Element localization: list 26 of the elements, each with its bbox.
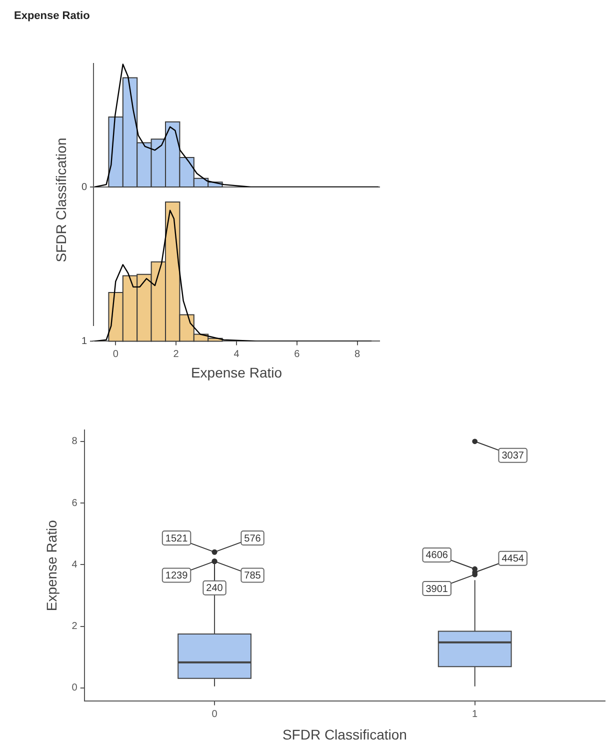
- chart-title: Expense Ratio: [14, 10, 90, 22]
- x-axis-title: Expense Ratio: [190, 364, 282, 380]
- x-tick-label: 4: [234, 348, 240, 360]
- y-axis-title: SFDR Classification: [53, 136, 70, 264]
- annotation: 240: [206, 583, 224, 594]
- y-tick-label: 6: [72, 498, 78, 509]
- x-tick-label: 8: [354, 348, 361, 360]
- x-tick-label: 2: [173, 348, 180, 360]
- y-tick-label: 0: [72, 682, 78, 694]
- annotation: 1239: [165, 570, 188, 582]
- y-axis-title: Expense Ratio: [43, 520, 60, 612]
- x-tick-label: 6: [294, 348, 300, 360]
- text: 1: [81, 336, 88, 347]
- annotation: 3901: [426, 584, 448, 595]
- annotation: 4454: [502, 554, 524, 565]
- x-axis-title: SFDR Classification: [282, 726, 407, 742]
- y-tick-label: 2: [72, 621, 78, 632]
- annotation: 3037: [502, 450, 524, 462]
- annotation: 785: [244, 570, 262, 582]
- text: 0: [81, 182, 88, 193]
- y-tick-label: 4: [72, 559, 78, 570]
- x-tick-label: 0: [112, 348, 119, 360]
- annotation: 576: [244, 533, 262, 544]
- annotation: 4606: [426, 550, 448, 562]
- y-tick-label: 8: [72, 436, 78, 448]
- annotation: 1521: [165, 533, 188, 544]
